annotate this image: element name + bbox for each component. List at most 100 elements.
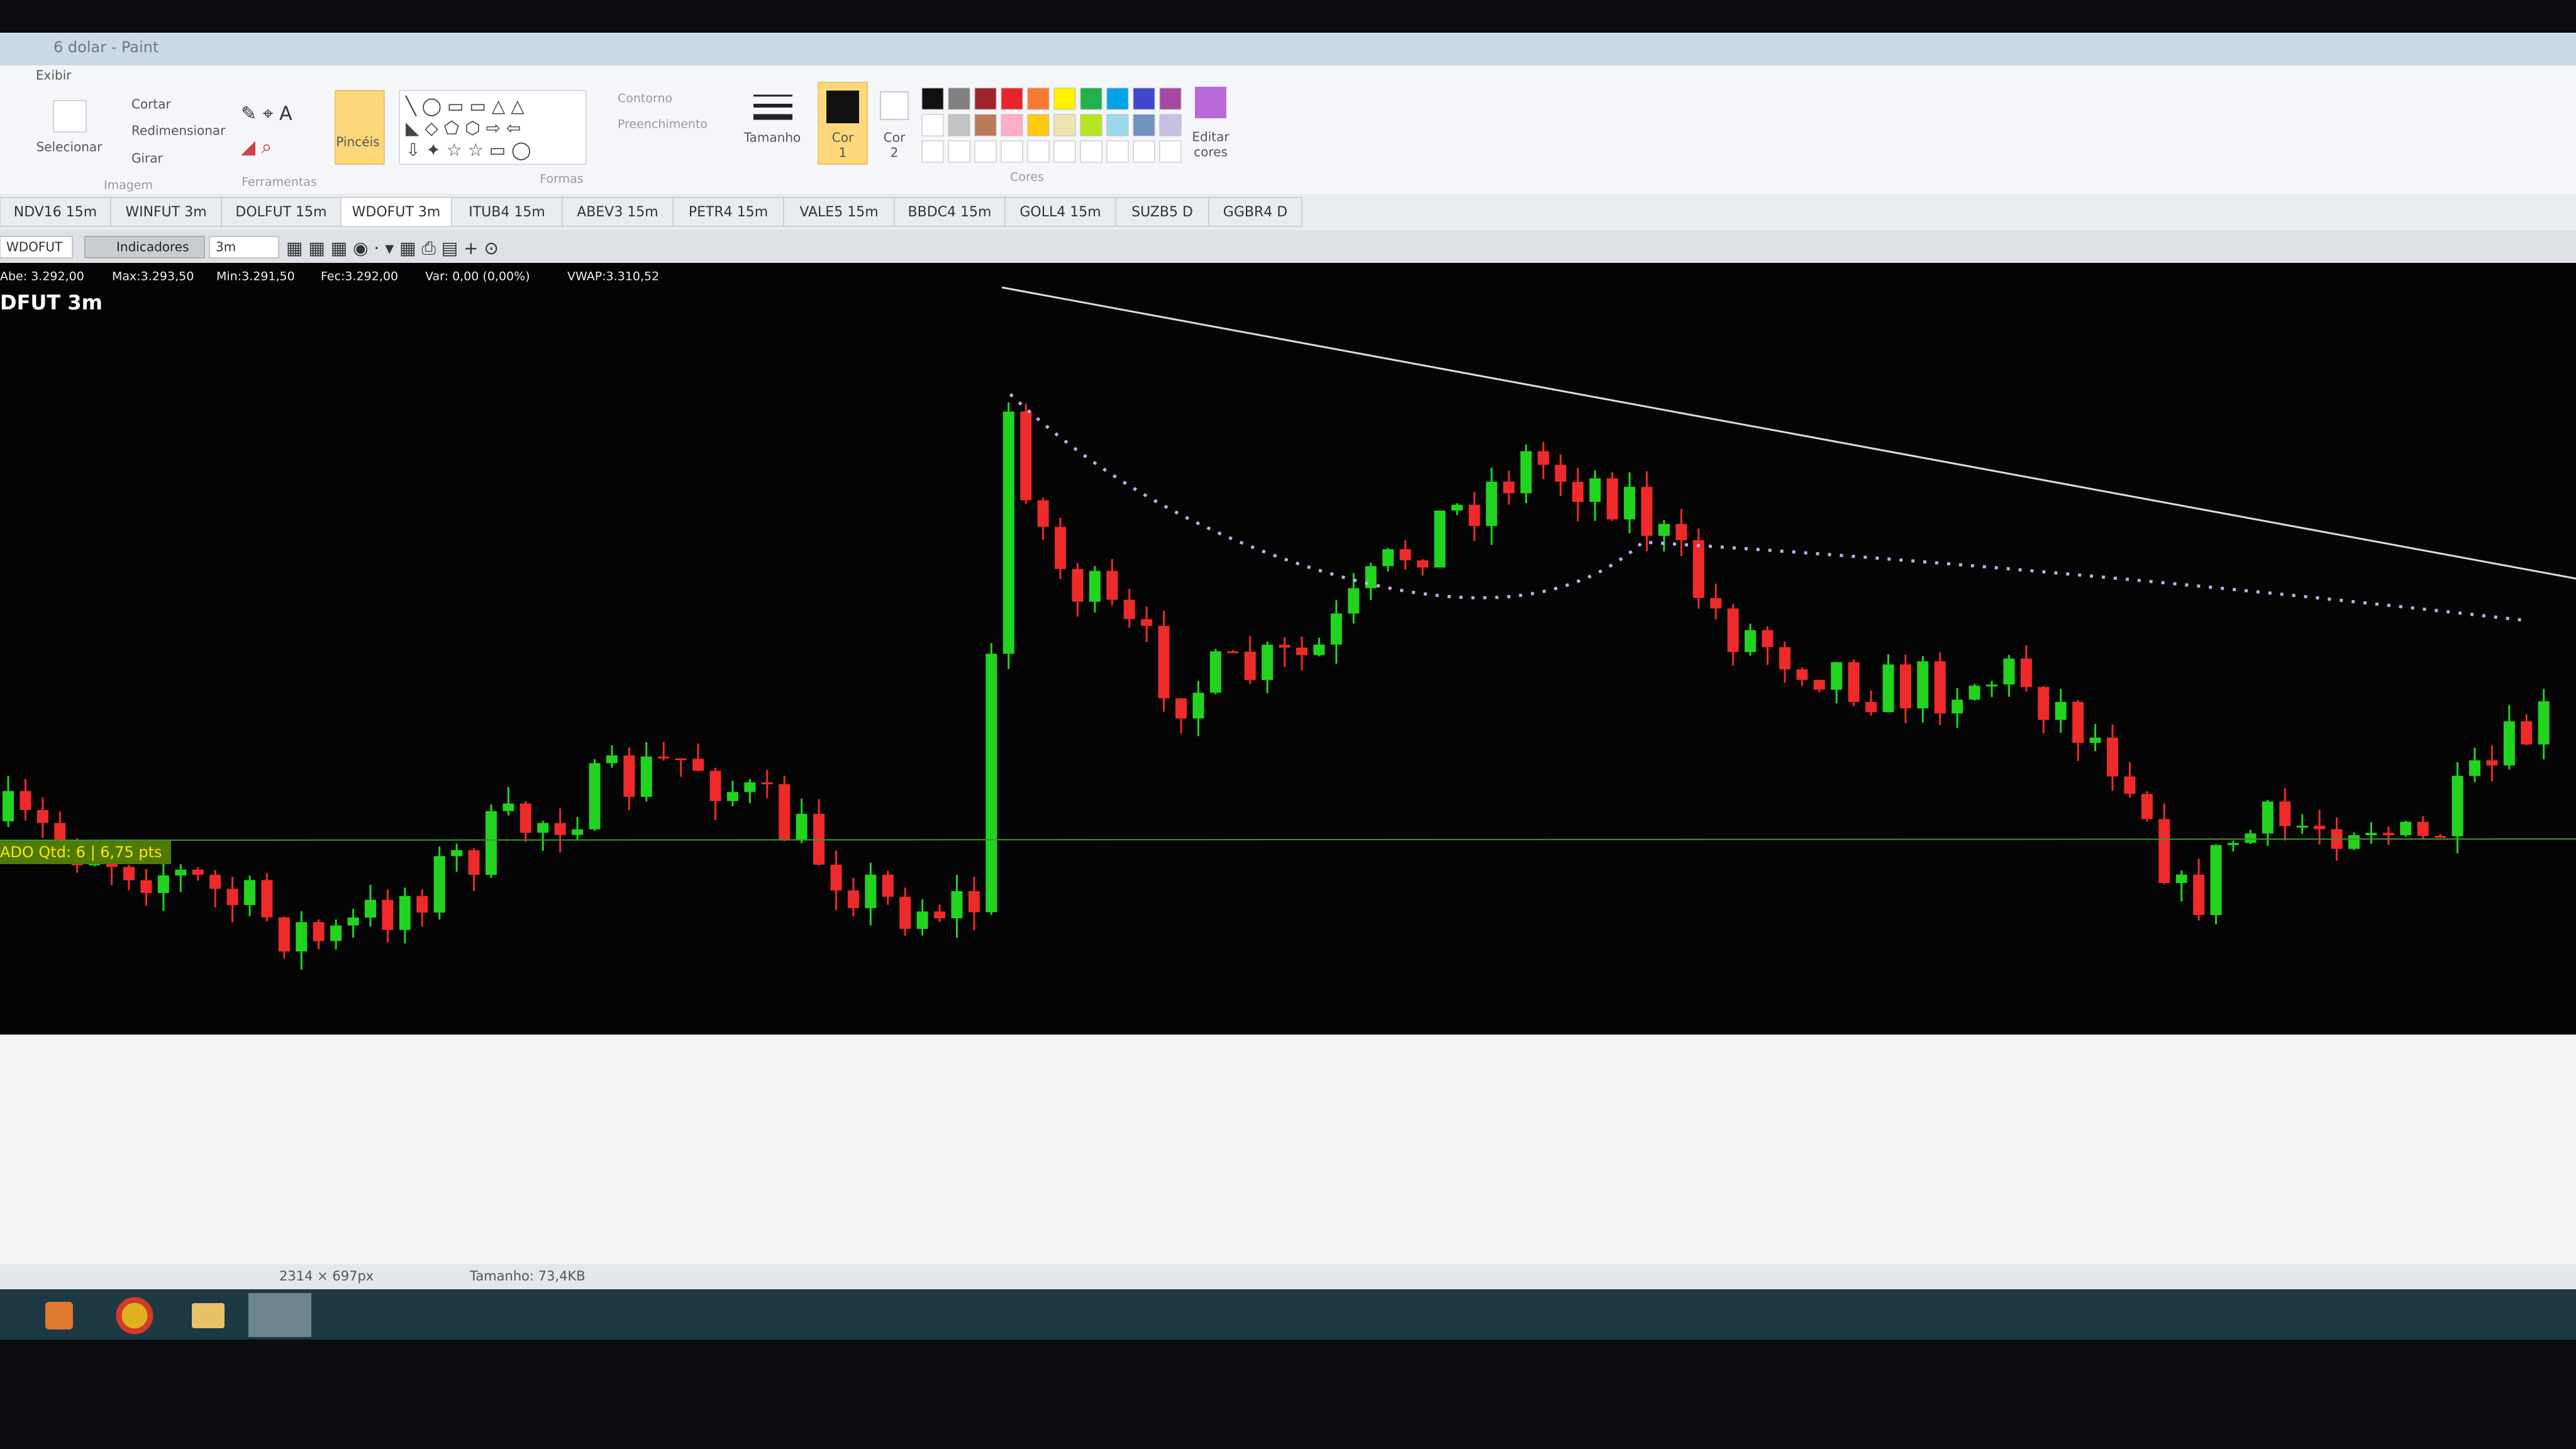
candle-body xyxy=(2193,874,2205,915)
candle-body xyxy=(1382,549,1394,567)
palette-swatch[interactable] xyxy=(1053,87,1076,110)
candle-body xyxy=(623,755,635,797)
palette-swatch[interactable] xyxy=(1053,114,1076,136)
palette-swatch[interactable] xyxy=(1133,87,1155,110)
edit-colors-icon[interactable] xyxy=(1195,87,1226,118)
palette-swatch[interactable] xyxy=(921,114,944,136)
tab-label[interactable]: BBDC4 15m xyxy=(908,204,992,220)
tab[interactable] xyxy=(783,197,895,227)
period-box[interactable] xyxy=(209,236,279,258)
palette-swatch[interactable] xyxy=(1001,140,1023,163)
resize[interactable]: Redimensionar xyxy=(131,123,226,138)
period[interactable]: 3m xyxy=(216,240,236,255)
palette-swatch[interactable] xyxy=(1159,87,1182,110)
palette-swatch[interactable] xyxy=(974,140,997,163)
color1[interactable]: Cor xyxy=(832,130,854,145)
palette-swatch[interactable] xyxy=(948,114,970,136)
tab[interactable] xyxy=(1115,197,1209,227)
tab-label[interactable]: PETR4 15m xyxy=(689,204,768,220)
palette-swatch[interactable] xyxy=(1080,140,1102,163)
select-icon[interactable] xyxy=(53,100,87,133)
palette-swatch[interactable] xyxy=(1027,87,1050,110)
symbol[interactable]: WDOFUT xyxy=(6,240,63,255)
tab-label[interactable]: ITUB4 15m xyxy=(469,204,545,220)
palette-swatch[interactable] xyxy=(1133,114,1155,136)
palette-swatch[interactable] xyxy=(1159,140,1182,163)
color2[interactable]: Cor xyxy=(884,130,906,145)
size-icon[interactable] xyxy=(753,94,792,120)
tab-label[interactable]: VALE5 15m xyxy=(799,204,878,220)
tab[interactable] xyxy=(110,197,222,227)
palette-swatch[interactable] xyxy=(921,87,944,110)
palette-swatch[interactable] xyxy=(1027,140,1050,163)
tab[interactable] xyxy=(1208,197,1302,227)
brushes-button[interactable] xyxy=(335,90,385,165)
color1[interactable]: 1 xyxy=(839,145,847,160)
rotate[interactable]: Girar xyxy=(131,151,164,166)
candle-body xyxy=(1968,686,1980,700)
edit-colors[interactable]: Editar xyxy=(1192,130,1230,145)
menu-exibir[interactable]: Exibir xyxy=(36,68,72,83)
palette-swatch[interactable] xyxy=(1106,87,1129,110)
palette-swatch[interactable] xyxy=(974,114,997,136)
cut[interactable]: Cortar xyxy=(131,97,172,112)
candle-body xyxy=(2400,821,2412,836)
select[interactable]: Selecionar xyxy=(36,140,103,155)
palette-swatch[interactable] xyxy=(1159,114,1182,136)
palette-swatch[interactable] xyxy=(1106,140,1129,163)
tab-label[interactable]: NDV16 15m xyxy=(14,204,97,220)
palette-swatch[interactable] xyxy=(1106,114,1129,136)
shape-icons[interactable]: ╲ ◯ ▭ ▭ △ △ xyxy=(404,96,525,116)
candle-body xyxy=(951,891,963,919)
tab-label[interactable]: SUZB5 D xyxy=(1131,204,1193,220)
palette-swatch[interactable] xyxy=(921,140,944,163)
palette-swatch[interactable] xyxy=(1080,87,1102,110)
shape-icons[interactable]: ⇩ ✦ ☆ ☆ ▭ ◯ xyxy=(406,140,531,160)
toolbar-icons[interactable]: ▦ ▦ ▦ ◉ · ▾ ▦ ⎙ ▤ + ⊙ xyxy=(286,238,499,258)
color2-swatch[interactable] xyxy=(880,91,909,120)
symbol-box[interactable] xyxy=(0,236,73,258)
palette-swatch[interactable] xyxy=(1001,87,1023,110)
indicators[interactable]: Indicadores xyxy=(116,240,189,255)
candle-body xyxy=(1641,487,1653,536)
tab-label[interactable]: ABEV3 15m xyxy=(577,204,658,220)
tab[interactable] xyxy=(894,197,1006,227)
edit-colors[interactable]: cores xyxy=(1194,145,1228,160)
app-icon[interactable] xyxy=(192,1303,225,1328)
tab[interactable] xyxy=(1004,197,1116,227)
candle-body xyxy=(175,869,187,876)
fill[interactable]: Preenchimento xyxy=(618,118,708,131)
palette-swatch[interactable] xyxy=(1053,140,1076,163)
tab-label[interactable]: GGBR4 D xyxy=(1223,204,1287,220)
palette-swatch[interactable] xyxy=(1027,114,1050,136)
tab-label[interactable]: WINFUT 3m xyxy=(125,204,206,220)
app-icon[interactable] xyxy=(116,1297,153,1335)
outline[interactable]: Contorno xyxy=(618,92,672,106)
indicators-button[interactable] xyxy=(84,236,205,258)
tool-icons[interactable]: ✎ ⌖ A xyxy=(241,103,292,125)
shapes-box[interactable] xyxy=(399,90,587,165)
palette-swatch[interactable] xyxy=(1080,114,1102,136)
tab-label[interactable]: GOLL4 15m xyxy=(1019,204,1101,220)
palette-swatch[interactable] xyxy=(948,140,970,163)
app-icon[interactable] xyxy=(248,1293,311,1337)
tab[interactable] xyxy=(672,197,784,227)
tool-icons[interactable]: ◢ ⌕ xyxy=(241,136,272,158)
tab-label[interactable]: WDOFUT 3m xyxy=(352,204,441,220)
tab[interactable] xyxy=(562,197,674,227)
color2[interactable]: 2 xyxy=(891,145,899,160)
palette-swatch[interactable] xyxy=(1133,140,1155,163)
group-label: Formas xyxy=(540,172,583,186)
palette-swatch[interactable] xyxy=(948,87,970,110)
candle-body xyxy=(157,875,169,893)
app-icon[interactable] xyxy=(45,1302,73,1330)
palette-swatch[interactable] xyxy=(1001,114,1023,136)
brushes[interactable]: Pincéis xyxy=(336,135,379,150)
palette-swatch[interactable] xyxy=(974,87,997,110)
shape-icons[interactable]: ◣ ◇ ⬠ ⬡ ⇨ ⇦ xyxy=(406,118,521,138)
tab[interactable] xyxy=(340,197,452,227)
tab-label[interactable]: DOLFUT 15m xyxy=(235,204,326,220)
size[interactable]: Tamanho xyxy=(743,130,801,145)
candle-body xyxy=(779,784,791,841)
